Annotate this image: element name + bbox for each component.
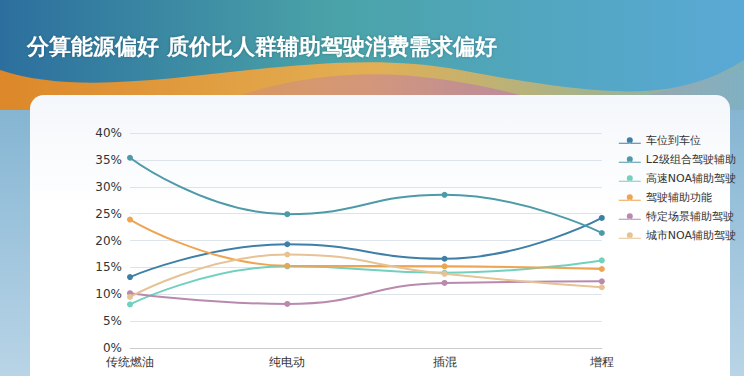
svg-text:纯电动: 纯电动 bbox=[269, 355, 305, 369]
svg-text:35%: 35% bbox=[95, 153, 122, 167]
svg-text:25%: 25% bbox=[95, 207, 122, 221]
svg-text:L2级组合驾驶辅助: L2级组合驾驶辅助 bbox=[646, 153, 736, 166]
svg-text:30%: 30% bbox=[95, 180, 122, 194]
svg-text:车位到车位: 车位到车位 bbox=[646, 134, 701, 147]
svg-text:增程: 增程 bbox=[589, 355, 614, 369]
svg-text:驾驶辅助功能: 驾驶辅助功能 bbox=[646, 191, 712, 204]
svg-text:0%: 0% bbox=[103, 341, 122, 355]
svg-text:插混: 插混 bbox=[433, 355, 457, 369]
svg-text:20%: 20% bbox=[95, 234, 122, 248]
svg-text:10%: 10% bbox=[95, 287, 122, 301]
svg-text:15%: 15% bbox=[95, 260, 122, 274]
svg-text:40%: 40% bbox=[95, 126, 122, 140]
svg-text:传统燃油: 传统燃油 bbox=[106, 355, 154, 369]
svg-text:分算能源偏好 质价比人群辅助驾驶消费需求偏好: 分算能源偏好 质价比人群辅助驾驶消费需求偏好 bbox=[26, 34, 497, 59]
svg-text:高速NOA辅助驾驶: 高速NOA辅助驾驶 bbox=[646, 172, 736, 185]
svg-text:城市NOA辅助驾驶: 城市NOA辅助驾驶 bbox=[645, 229, 736, 242]
svg-text:特定场景辅助驾驶: 特定场景辅助驾驶 bbox=[646, 210, 734, 223]
svg-text:5%: 5% bbox=[103, 314, 122, 328]
